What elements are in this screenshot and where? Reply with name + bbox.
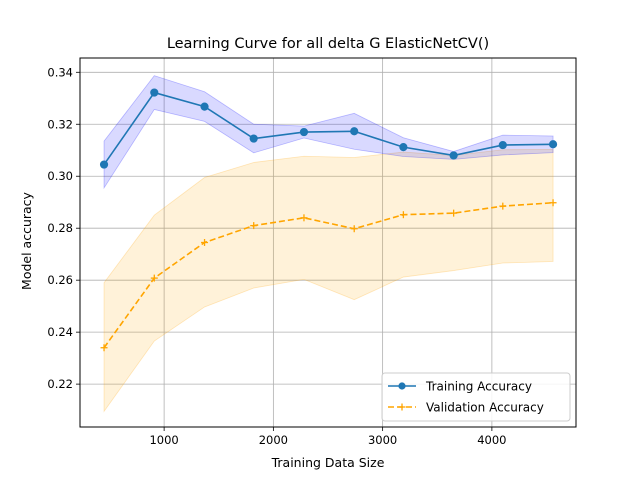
validation-accuracy-point [300, 214, 308, 222]
validation-accuracy-point [250, 222, 258, 230]
training-accuracy-point [548, 140, 558, 149]
validation-accuracy-point [350, 225, 358, 233]
x-tick-label: 1000 [149, 433, 178, 447]
y-tick-label: 0.34 [47, 65, 73, 79]
legend-item-validation: Validation Accuracy [388, 401, 544, 415]
validation-accuracy-point [201, 239, 209, 246]
y-tick-label: 0.28 [47, 221, 73, 235]
training-accuracy-point [150, 88, 159, 97]
x-tick-label: 3000 [368, 433, 397, 447]
y-tick-label: 0.24 [47, 325, 73, 339]
validation-accuracy-point [549, 199, 557, 207]
series-markers [99, 88, 558, 352]
training-accuracy-point [498, 140, 507, 150]
legend-items: Training Accuracy Validation Accuracy [388, 380, 544, 415]
training-accuracy-point [99, 160, 109, 169]
training-accuracy-point [350, 127, 359, 136]
training-accuracy-point [399, 143, 408, 152]
validation-accuracy-point [450, 209, 458, 217]
y-tick-label: 0.32 [47, 117, 73, 131]
x-axis-label: Training Data Size [271, 455, 385, 470]
x-axis-ticks: 1000 2000 3000 4000 [149, 427, 507, 447]
validation-accuracy-point [499, 202, 507, 210]
y-axis-ticks: 0.22 0.24 0.26 0.28 0.30 0.32 0.34 [47, 65, 80, 391]
training-accuracy-point [249, 134, 258, 143]
validation-accuracy-point [150, 274, 158, 282]
legend-item-training: Training Accuracy [388, 380, 532, 394]
x-tick-label: 4000 [477, 433, 506, 447]
training-accuracy-point [449, 151, 458, 160]
legend-swatch-marker [398, 382, 406, 390]
series-lines [103, 91, 554, 349]
validation-accuracy-line [103, 201, 554, 349]
validation-accuracy-point [399, 211, 407, 219]
plot-frame [79, 57, 577, 428]
legend-box [381, 372, 571, 422]
legend-label: Validation Accuracy [426, 401, 544, 415]
validation-accuracy-point [100, 344, 108, 352]
grid-lines [80, 58, 576, 427]
validation-accuracy-band [103, 149, 554, 413]
y-axis-label: Model accuracy [19, 191, 34, 290]
training-accuracy-line [103, 91, 554, 165]
x-tick-label: 2000 [259, 433, 288, 447]
training-accuracy-point [299, 127, 309, 137]
y-tick-label: 0.30 [47, 169, 73, 183]
y-tick-label: 0.22 [47, 377, 73, 391]
legend-label: Training Accuracy [425, 380, 532, 394]
training-accuracy-point [200, 102, 209, 111]
y-tick-label: 0.26 [47, 273, 73, 287]
chart-title: Learning Curve for all delta G ElasticNe… [167, 36, 489, 52]
plot-area [80, 58, 576, 427]
legend: Training Accuracy Validation Accuracy [381, 372, 571, 422]
